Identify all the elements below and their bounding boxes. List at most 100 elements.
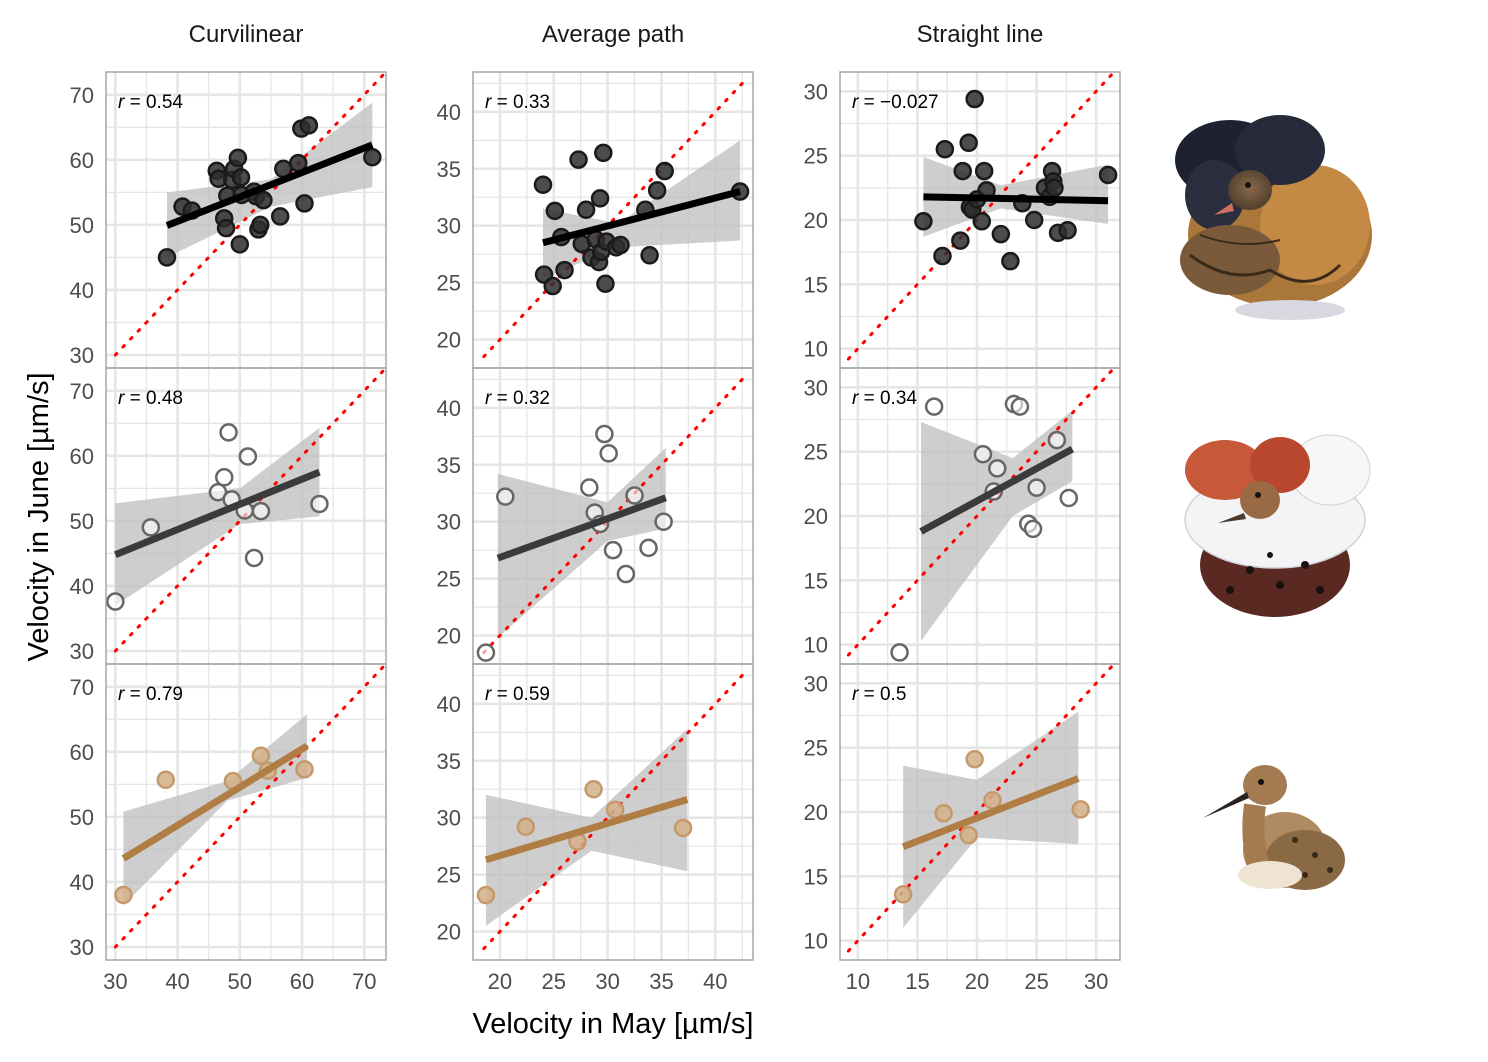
data-point [106,592,125,611]
data-point [655,161,674,181]
data-point [1058,221,1077,240]
data-point [1027,478,1046,497]
data-point [476,885,496,905]
y-tick-label: 30 [437,806,461,831]
data-point [654,512,673,531]
data-point [1045,178,1064,198]
panel-r2-c1: r = 0.59 20 25 30 35 40 20 25 30 35 40 [437,663,754,994]
data-point [114,885,133,905]
data-point [605,800,625,819]
data-point [216,218,236,238]
data-point [533,175,553,194]
identity-reference-line [482,668,750,951]
regression-line [923,193,1109,205]
regression-line [114,468,321,558]
data-point [496,487,515,506]
data-point [590,189,610,208]
correlation-label: r = 0.48 [118,388,183,409]
data-point [616,564,636,584]
y-tick-label: 40 [437,100,461,125]
data-point [1071,800,1090,819]
y-tick-label: 35 [437,749,461,774]
data-point [972,212,992,231]
y-tick-label: 40 [437,396,461,421]
panel-r1-c0: r = 0.48 30 40 50 60 70 [70,367,387,665]
data-point [157,248,177,267]
data-point [611,235,630,255]
y-tick-label: 60 [70,444,94,469]
y-tick-label: 25 [804,440,828,465]
panel-plot-area [473,664,753,960]
x-tick-label: 35 [649,969,673,994]
x-tick-label: 20 [488,969,512,994]
y-tick-label: 15 [804,272,828,297]
data-point [953,161,972,181]
x-tick-label: 30 [103,969,127,994]
y-tick-label: 30 [804,375,828,400]
data-point [924,397,944,416]
data-point [251,215,270,235]
data-point [543,276,562,296]
x-tick-label: 20 [965,969,989,994]
panel-plot-area [106,368,386,664]
regression-line [121,742,309,862]
identity-reference-line [113,664,386,949]
data-point [214,468,234,487]
data-point [890,643,909,662]
data-point [516,817,536,837]
data-point [1024,210,1044,230]
data-point [295,194,314,213]
y-axis-title: Velocity in June [µm/s] [23,372,55,661]
data-point [299,116,319,135]
y-tick-label: 35 [437,157,461,182]
data-point [295,760,314,779]
identity-reference-line [846,368,1116,657]
data-point [988,459,1007,478]
y-tick-label: 30 [437,510,461,535]
y-tick-label: 15 [804,864,828,889]
data-point [594,143,613,163]
data-point [254,190,273,210]
data-point [476,643,496,662]
data-point [599,444,618,463]
column-title-curvilinear: Curvilinear [189,21,304,48]
regression-line [542,188,741,247]
correlation-label: r = 0.34 [852,388,917,409]
independent-ruff-male-illustration [1175,115,1372,320]
data-point [1023,519,1043,539]
panel-r1-c2: r = 0.34 10 15 20 25 30 [804,367,1121,665]
correlation-label: r = −0.027 [852,92,939,113]
correlation-label: r = 0.5 [852,684,906,705]
panel-plot-area [106,72,386,368]
data-point [576,200,596,220]
data-point [1001,251,1020,271]
identity-reference-line [113,368,386,653]
data-point [973,444,993,464]
data-point [231,168,251,187]
data-point [569,150,588,169]
y-tick-label: 70 [70,379,94,404]
y-tick-label: 30 [804,671,828,696]
column-title-average-path: Average path [542,21,684,48]
data-point [647,181,667,200]
data-point [580,478,599,497]
y-tick-label: 40 [70,278,94,303]
y-tick-label: 40 [70,574,94,599]
y-tick-label: 50 [70,509,94,534]
y-tick-label: 25 [804,736,828,761]
data-point [914,212,933,231]
x-tick-label: 25 [542,969,566,994]
y-tick-label: 70 [70,83,94,108]
panel-plot-area [473,72,753,368]
satellite-ruff-male-illustration [1184,434,1371,617]
data-point [1059,488,1079,508]
data-point [310,494,329,514]
confidence-ribbon [903,711,1079,928]
data-point [640,246,659,265]
data-point [228,148,248,168]
correlation-label: r = 0.59 [485,684,550,705]
regression-line [484,796,689,864]
y-tick-label: 40 [437,692,461,717]
